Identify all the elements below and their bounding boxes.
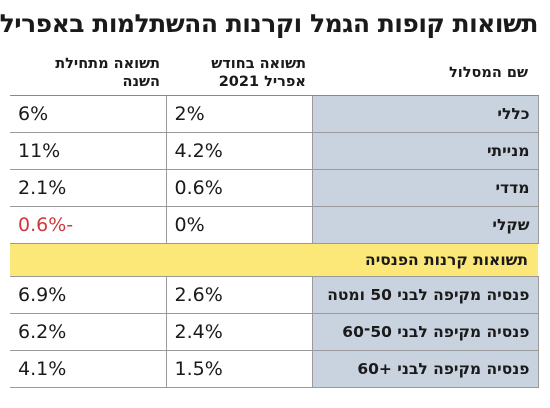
page-title: תשואות קופות הגמל וקרנות ההשתלמות באפריל	[0, 9, 539, 38]
table-row: כללי 2% 6%	[10, 95, 539, 133]
table-row: מנייתי 4.2% 11%	[10, 132, 539, 170]
row-label: פנסיה מקיפה לבני 50־60	[311, 313, 539, 351]
row-label: פנסיה מקיפה לבני 50 ומטה	[311, 276, 539, 314]
month-return: 0%	[165, 206, 313, 244]
column-header-ytd: תשואה מתחילת השנה	[10, 51, 166, 96]
ytd-return: 6.2%	[10, 313, 167, 351]
ytd-return: 11%	[10, 132, 167, 170]
ytd-return-negative: -0.6%	[10, 206, 167, 244]
month-return: 4.2%	[165, 132, 313, 170]
month-return: 1.5%	[165, 350, 313, 388]
table-row: פנסיה מקיפה לבני 50 ומטה 2.6% 6.9%	[10, 276, 539, 314]
column-header-month: תשואה בחודש אפריל 2021	[166, 51, 312, 96]
section-header-row: תשואות קרנות הפנסיה	[10, 243, 538, 277]
row-label: פנסיה מקיפה לבני +60	[311, 350, 539, 388]
ytd-return: 6.9%	[10, 276, 167, 314]
ytd-return: 4.1%	[10, 350, 167, 388]
table-row: פנסיה מקיפה לבני 50־60 2.4% 6.2%	[10, 313, 539, 351]
month-return: 2.6%	[165, 276, 313, 314]
section-title: תשואות קרנות הפנסיה	[10, 243, 538, 277]
column-header-name: שם המסלול	[312, 51, 538, 96]
row-label: מנייתי	[311, 132, 539, 170]
returns-table: שם המסלול תשואה בחודש אפריל 2021 תשואה מ…	[10, 51, 539, 388]
month-return: 2.4%	[165, 313, 313, 351]
table-row: שקלי 0% -0.6%	[10, 206, 539, 244]
ytd-return: 2.1%	[10, 169, 167, 207]
month-return: 0.6%	[165, 169, 313, 207]
ytd-return: 6%	[10, 95, 167, 133]
row-label: מדדי	[311, 169, 539, 207]
row-label: כללי	[311, 95, 539, 133]
month-return: 2%	[165, 95, 313, 133]
header-row: שם המסלול תשואה בחודש אפריל 2021 תשואה מ…	[10, 51, 538, 96]
table-row: פנסיה מקיפה לבני +60 1.5% 4.1%	[10, 350, 539, 388]
row-label: שקלי	[311, 206, 539, 244]
table-row: מדדי 0.6% 2.1%	[10, 169, 539, 207]
